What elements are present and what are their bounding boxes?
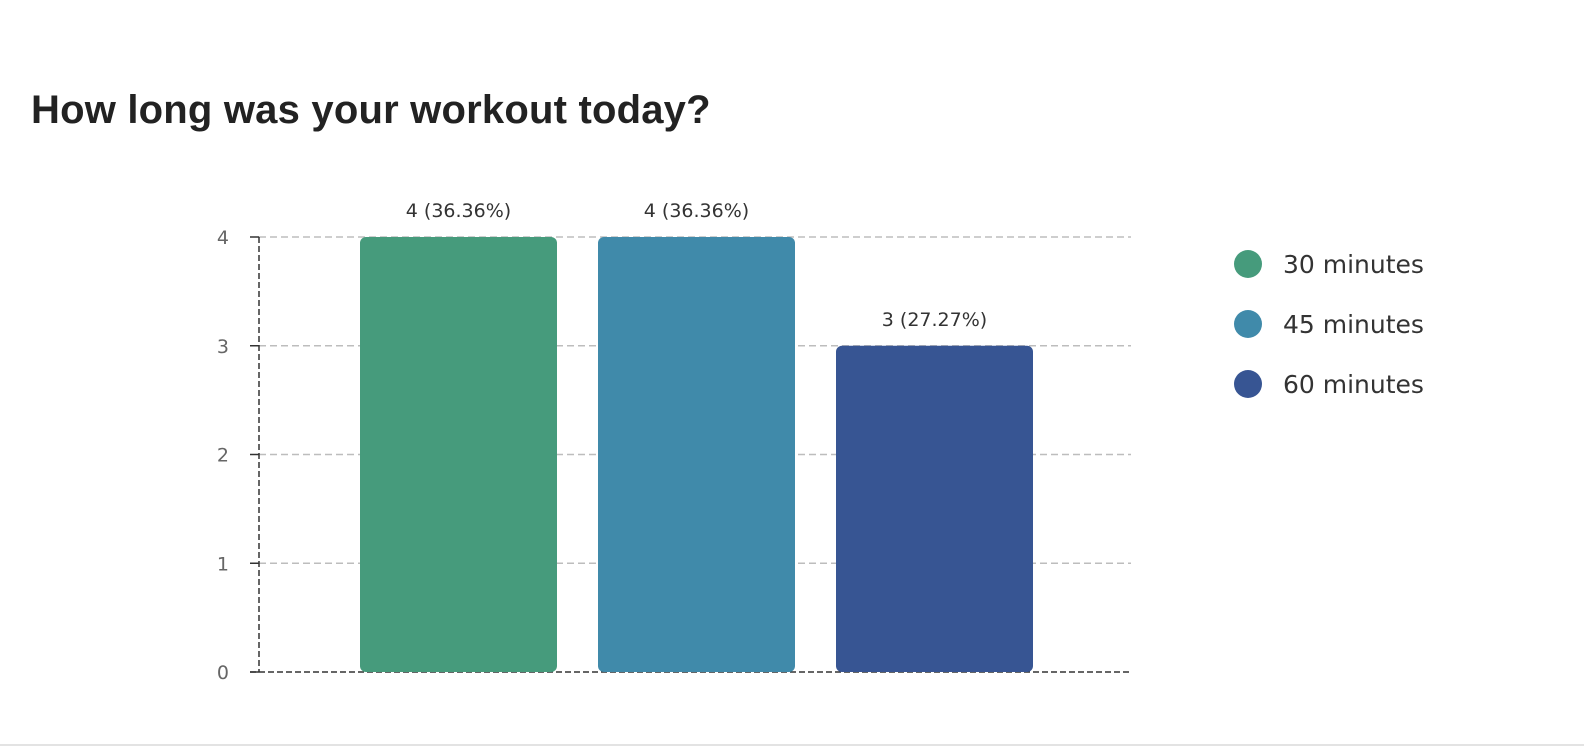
legend-item-45-minutes[interactable]: 45 minutes xyxy=(1234,309,1424,339)
y-tick-label-1: 1 xyxy=(217,553,229,575)
data-labels: 4 (36.36%) 4 (36.36%) 3 (27.27%) xyxy=(406,200,987,331)
y-tick-label-4: 4 xyxy=(217,227,229,249)
legend-label: 60 minutes xyxy=(1283,369,1424,399)
bar-60-minutes xyxy=(836,345,1033,672)
question-title: How long was your workout today? xyxy=(31,88,711,132)
data-label-60-minutes: 3 (27.27%) xyxy=(882,309,987,331)
legend-label: 45 minutes xyxy=(1283,309,1424,339)
legend-label: 30 minutes xyxy=(1283,249,1424,279)
bar-30-minutes xyxy=(360,237,557,672)
bars xyxy=(360,237,1033,672)
chart-legend: 30 minutes 45 minutes 60 minutes xyxy=(1234,249,1424,429)
legend-item-60-minutes[interactable]: 60 minutes xyxy=(1234,369,1424,399)
legend-swatch xyxy=(1234,370,1262,398)
y-tick-label-2: 2 xyxy=(217,445,229,467)
legend-swatch xyxy=(1234,310,1262,338)
data-label-45-minutes: 4 (36.36%) xyxy=(644,200,749,222)
bar-45-minutes xyxy=(598,237,795,672)
y-tick-label-3: 3 xyxy=(217,336,229,358)
legend-swatch xyxy=(1234,250,1262,278)
y-tick-label-0: 0 xyxy=(217,662,229,684)
data-label-30-minutes: 4 (36.36%) xyxy=(406,200,511,222)
legend-item-30-minutes[interactable]: 30 minutes xyxy=(1234,249,1424,279)
